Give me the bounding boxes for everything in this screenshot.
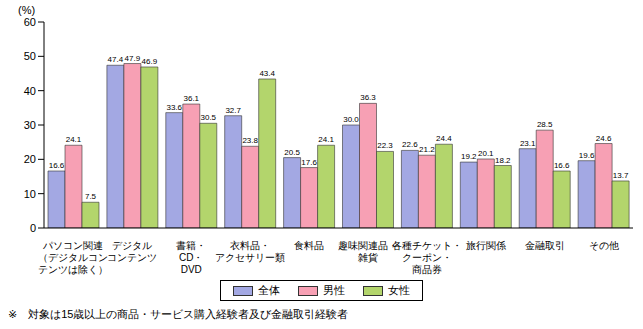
svg-text:19.2: 19.2 bbox=[461, 152, 477, 161]
svg-text:50: 50 bbox=[24, 50, 36, 62]
html-text:男性: 男性 bbox=[323, 284, 345, 296]
svg-text:30.5: 30.5 bbox=[201, 113, 217, 122]
html-text:※ 対象は15歳以上の商品・サービス購入経験者及び金融取引経: ※ 対象は15歳以上の商品・サービス購入経験者及び金融取引経験者 bbox=[8, 308, 349, 320]
svg-text:21.2: 21.2 bbox=[419, 145, 435, 154]
svg-text:衣料品・アクセサリー類: 衣料品・アクセサリー類 bbox=[215, 240, 285, 263]
svg-text:46.9: 46.9 bbox=[142, 57, 158, 66]
svg-text:7.5: 7.5 bbox=[85, 192, 97, 201]
svg-text:パソコン関連（デジタルコンテンツは除く）: パソコン関連（デジタルコンテンツは除く） bbox=[38, 240, 108, 275]
svg-text:22.3: 22.3 bbox=[377, 141, 393, 150]
html-text:女性: 女性 bbox=[388, 284, 410, 296]
svg-text:その他: その他 bbox=[589, 240, 619, 251]
html-text:全体: 全体 bbox=[258, 284, 280, 296]
svg-text:60: 60 bbox=[24, 16, 36, 28]
svg-text:19.6: 19.6 bbox=[579, 151, 595, 160]
svg-text:16.6: 16.6 bbox=[49, 161, 65, 170]
svg-text:20.1: 20.1 bbox=[478, 149, 494, 158]
svg-text:24.4: 24.4 bbox=[436, 134, 452, 143]
svg-text:0: 0 bbox=[30, 222, 36, 234]
svg-text:23.8: 23.8 bbox=[242, 136, 258, 145]
svg-text:36.3: 36.3 bbox=[360, 93, 376, 102]
svg-text:43.4: 43.4 bbox=[259, 69, 275, 78]
svg-text:47.9: 47.9 bbox=[125, 54, 141, 63]
svg-text:24.1: 24.1 bbox=[318, 135, 334, 144]
svg-text:10: 10 bbox=[24, 188, 36, 200]
svg-text:デジタルコンテンツ: デジタルコンテンツ bbox=[107, 240, 157, 263]
svg-text:47.4: 47.4 bbox=[108, 55, 124, 64]
svg-text:趣味関連品・雑貨: 趣味関連品・雑貨 bbox=[338, 240, 398, 263]
svg-text:金融取引: 金融取引 bbox=[525, 240, 565, 251]
svg-text:22.6: 22.6 bbox=[402, 140, 418, 149]
svg-text:旅行関係: 旅行関係 bbox=[466, 240, 506, 251]
svg-text:40: 40 bbox=[24, 85, 36, 97]
svg-text:13.7: 13.7 bbox=[613, 171, 629, 180]
svg-text:30: 30 bbox=[24, 119, 36, 131]
svg-text:32.7: 32.7 bbox=[225, 106, 241, 115]
svg-text:24.6: 24.6 bbox=[596, 134, 612, 143]
svg-text:17.6: 17.6 bbox=[301, 158, 317, 167]
svg-text:30.0: 30.0 bbox=[343, 115, 359, 124]
svg-text:24.1: 24.1 bbox=[66, 135, 82, 144]
svg-text:20: 20 bbox=[24, 153, 36, 165]
svg-text:36.1: 36.1 bbox=[184, 94, 200, 103]
svg-text:20.5: 20.5 bbox=[284, 148, 300, 157]
svg-text:書籍・CD・DVD: 書籍・CD・DVD bbox=[176, 240, 206, 275]
svg-text:18.2: 18.2 bbox=[495, 156, 511, 165]
svg-text:23.1: 23.1 bbox=[520, 139, 536, 148]
svg-text:28.5: 28.5 bbox=[537, 120, 553, 129]
svg-text:33.6: 33.6 bbox=[167, 103, 183, 112]
svg-text:食料品: 食料品 bbox=[294, 240, 324, 251]
svg-text:16.6: 16.6 bbox=[554, 161, 570, 170]
svg-text:各種チケット・クーポン・商品券: 各種チケット・クーポン・商品券 bbox=[392, 240, 462, 275]
